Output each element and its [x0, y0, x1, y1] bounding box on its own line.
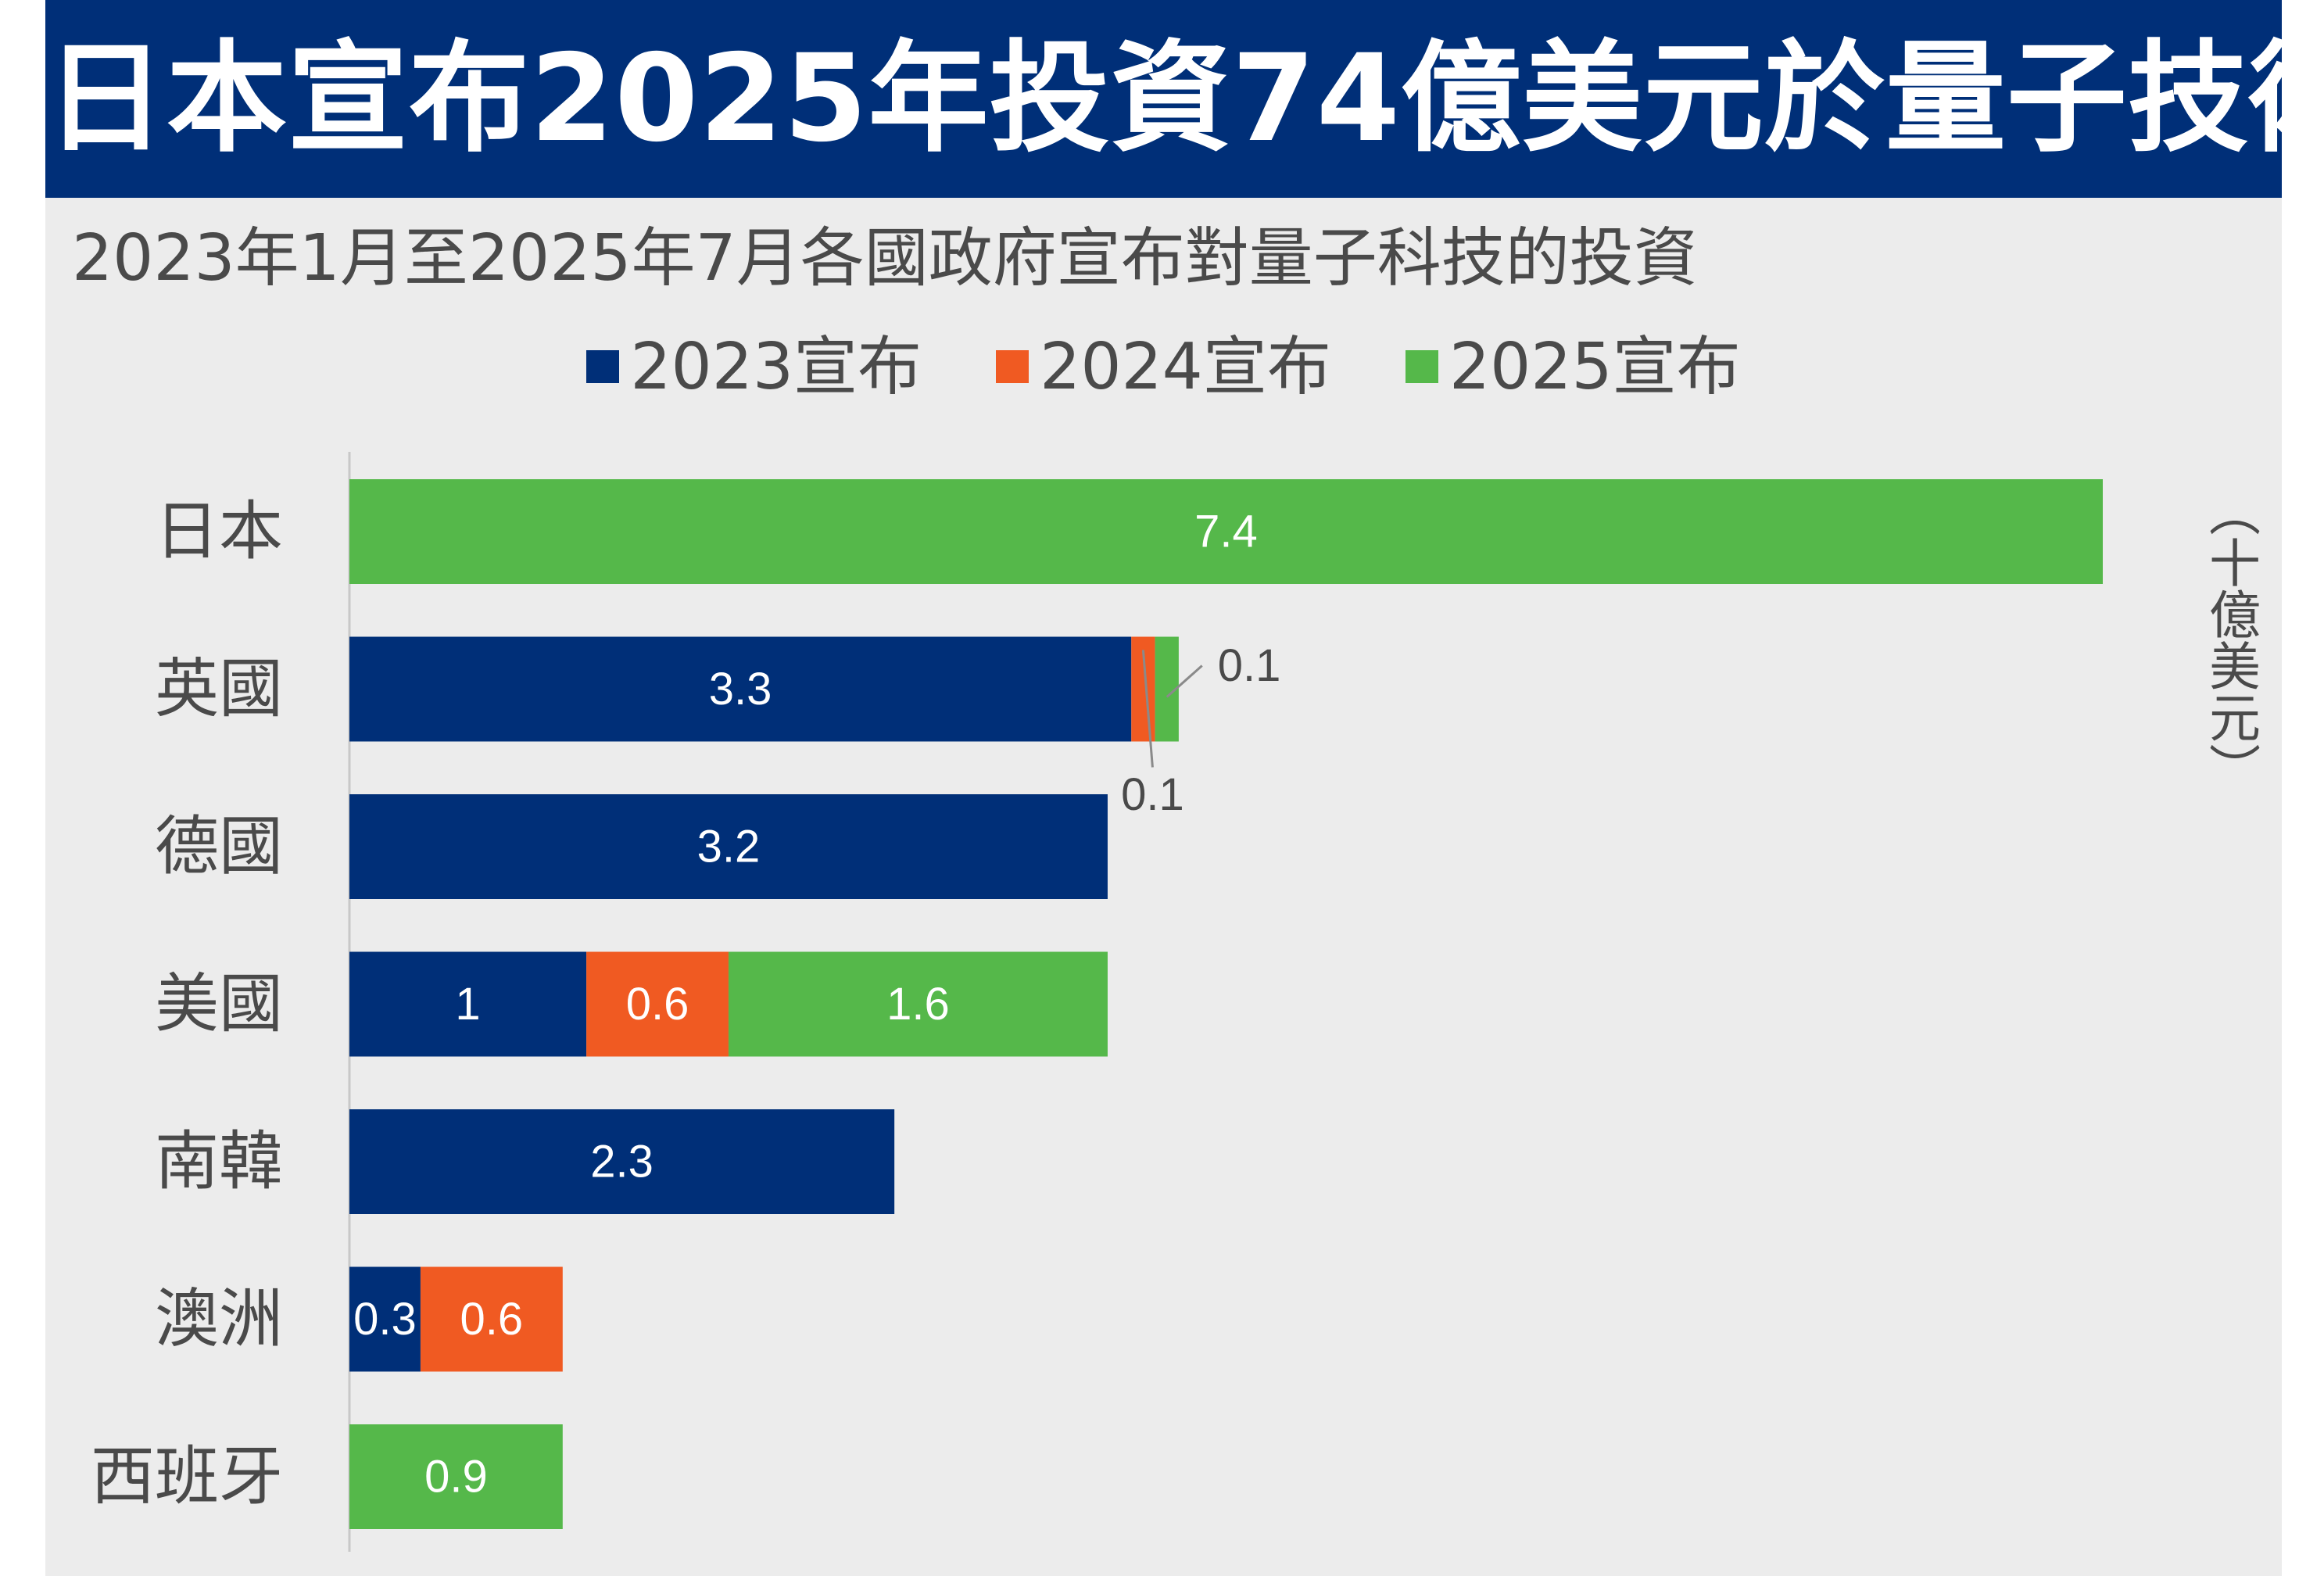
legend-swatch-2023	[586, 349, 620, 383]
legend-label-2025: 2025宣布	[1448, 330, 1741, 404]
category-label: 西班牙	[91, 1440, 283, 1514]
unit-label: （十億美元）	[2200, 485, 2261, 794]
legend-item-2024: 2024宣布	[996, 328, 1331, 407]
data-label: 0.9	[424, 1452, 488, 1503]
chart-title: 日本宣布2025年投資74億美元於量子技術	[45, 29, 2324, 169]
data-label: 0.6	[626, 979, 689, 1030]
bar-segment	[586, 951, 729, 1057]
title-bar: 日本宣布2025年投資74億美元於量子技術	[45, 0, 2324, 198]
category-label: 英國	[155, 652, 283, 726]
bar-segment	[349, 1266, 421, 1372]
data-label-callout: 0.1	[1121, 769, 1184, 820]
data-label: 3.2	[697, 822, 761, 872]
callout-leader-line	[1166, 664, 1203, 698]
data-label: 2.3	[590, 1137, 654, 1187]
data-label: 1	[455, 979, 480, 1030]
legend-swatch-2025	[1405, 349, 1438, 383]
bar-segment	[349, 1109, 895, 1214]
category-label: 日本	[155, 495, 283, 569]
category-label: 澳洲	[155, 1282, 283, 1356]
legend-item-2025: 2025宣布	[1405, 328, 1741, 407]
bar-segment	[349, 479, 2103, 584]
data-label: 0.3	[353, 1294, 417, 1345]
bar-segment	[349, 951, 587, 1057]
bar-segment	[349, 794, 1108, 899]
category-label: 德國	[155, 810, 283, 884]
legend-swatch-2024	[996, 349, 1030, 383]
data-label: 3.3	[709, 664, 772, 715]
callout-leader-line	[1141, 650, 1154, 768]
data-label: 7.4	[1194, 507, 1258, 557]
chart-subtitle: 2023年1月至2025年7月各國政府宣布對量子科技的投資	[72, 221, 1698, 296]
bar-segment	[728, 951, 1108, 1057]
data-label: 1.6	[886, 979, 950, 1030]
legend-label-2023: 2023宣布	[630, 330, 922, 404]
category-label: 美國	[155, 967, 283, 1041]
bar-segment	[349, 636, 1132, 742]
bar-segment	[349, 1424, 563, 1529]
data-label-callout: 0.1	[1218, 640, 1281, 691]
legend-item-2023: 2023宣布	[586, 328, 922, 407]
data-label: 0.6	[460, 1294, 524, 1345]
bar-segment	[420, 1266, 563, 1372]
legend-label-2024: 2024宣布	[1040, 330, 1331, 404]
legend: 2023宣布 2024宣布 2025宣布	[45, 328, 2282, 407]
category-label: 南韓	[155, 1125, 283, 1199]
